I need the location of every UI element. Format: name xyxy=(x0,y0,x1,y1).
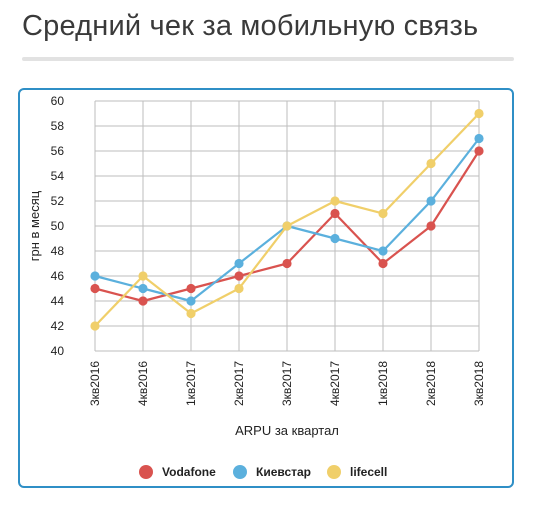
legend: Vodafone Киевстар lifecell xyxy=(139,465,387,479)
data-point xyxy=(426,221,436,231)
data-point xyxy=(90,321,100,331)
data-point xyxy=(330,233,340,244)
y-axis-ticks: 40 42 44 46 48 50 52 54 56 58 60 xyxy=(51,94,65,358)
data-point xyxy=(138,296,148,306)
y-tick-label: 54 xyxy=(51,169,65,183)
data-point xyxy=(378,258,388,269)
x-axis-ticks: 3кв2016 4кв2016 1кв2017 2кв2017 3кв2017 4кв20… xyxy=(88,361,486,406)
y-tick-label: 42 xyxy=(51,319,65,333)
series-layer xyxy=(90,108,484,331)
data-point xyxy=(330,196,340,206)
legend-label: Киевстар xyxy=(256,465,311,479)
y-tick-label: 46 xyxy=(51,269,65,283)
x-axis-title: ARPU за квартал xyxy=(235,423,339,438)
legend-item: Киевстар xyxy=(233,465,311,479)
data-point xyxy=(474,133,484,144)
x-tick-label: 1кв2017 xyxy=(184,361,198,406)
x-tick-label: 2кв2017 xyxy=(232,361,246,406)
data-point xyxy=(234,258,244,269)
title-divider xyxy=(22,57,514,61)
legend-item: Vodafone xyxy=(139,465,216,479)
data-point xyxy=(474,108,484,119)
chart-grid xyxy=(94,100,480,352)
data-point xyxy=(138,271,148,281)
data-point xyxy=(186,283,196,294)
x-tick-label: 3кв2018 xyxy=(472,361,486,406)
data-point xyxy=(378,246,388,256)
y-tick-label: 40 xyxy=(51,344,65,358)
x-tick-label: 3кв2017 xyxy=(280,361,294,406)
data-point xyxy=(474,146,484,156)
legend-label: lifecell xyxy=(350,465,387,479)
y-tick-label: 44 xyxy=(51,294,65,308)
legend-swatch xyxy=(233,465,247,479)
data-point xyxy=(426,196,436,206)
x-tick-label: 4кв2016 xyxy=(136,361,150,406)
data-point xyxy=(90,283,100,294)
x-tick-label: 3кв2016 xyxy=(88,361,102,406)
data-point xyxy=(378,208,388,219)
legend-swatch xyxy=(139,465,153,479)
y-tick-label: 50 xyxy=(51,219,65,233)
data-point xyxy=(282,221,292,231)
y-tick-label: 58 xyxy=(51,119,65,133)
data-point xyxy=(234,271,244,281)
y-tick-label: 60 xyxy=(51,94,65,108)
y-tick-label: 52 xyxy=(51,194,65,208)
x-tick-label: 4кв2017 xyxy=(328,361,342,406)
data-point xyxy=(186,308,196,319)
y-tick-label: 56 xyxy=(51,144,65,158)
y-axis-title: грн в месяц xyxy=(27,190,42,261)
legend-swatch xyxy=(327,465,341,479)
x-tick-label: 2кв2018 xyxy=(424,361,438,406)
data-point xyxy=(186,296,196,306)
series-2 xyxy=(90,108,484,331)
data-point xyxy=(138,283,148,294)
page-title: Средний чек за мобильную связь xyxy=(22,10,479,42)
series-0 xyxy=(90,146,484,306)
data-point xyxy=(234,283,244,294)
x-tick-label: 1кв2018 xyxy=(376,361,390,406)
y-tick-label: 48 xyxy=(51,244,65,258)
data-point xyxy=(282,258,292,269)
legend-label: Vodafone xyxy=(162,465,216,479)
data-point xyxy=(426,158,436,169)
data-point xyxy=(330,208,340,219)
legend-item: lifecell xyxy=(327,465,387,479)
data-point xyxy=(90,271,100,281)
